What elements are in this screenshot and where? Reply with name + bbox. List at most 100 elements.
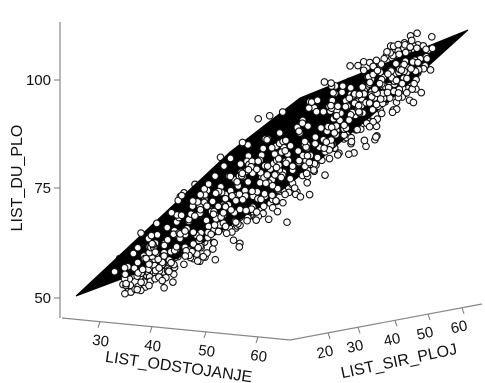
y-tick-mark (357, 327, 361, 334)
data-point (214, 227, 223, 236)
data-point (263, 162, 272, 170)
tick-labels-group: 50 75 100 30 40 50 60 20 30 40 50 60 (26, 72, 469, 366)
data-point (322, 138, 331, 146)
z-tick-label: 50 (34, 290, 51, 307)
data-point (195, 234, 204, 242)
data-point (268, 191, 276, 200)
axes-group (54, 22, 483, 344)
data-point (288, 162, 297, 171)
data-point (281, 146, 290, 155)
data-point (407, 36, 416, 45)
data-point (395, 50, 403, 59)
data-point (260, 189, 269, 198)
y-axis-line (289, 303, 483, 341)
data-point (177, 191, 186, 200)
data-point (311, 133, 320, 141)
y-tick-mark (327, 332, 331, 340)
data-point (345, 94, 354, 103)
data-point (227, 206, 235, 214)
data-point (181, 252, 190, 260)
data-point (406, 43, 415, 51)
data-point (392, 76, 401, 85)
data-point (372, 133, 380, 141)
data-point (300, 137, 309, 146)
data-point (401, 48, 410, 57)
z-axis-label: LIST_DU_PLO (9, 125, 26, 232)
data-point (122, 279, 130, 288)
x-tick-label: 30 (91, 332, 110, 351)
data-point (268, 203, 277, 212)
data-point (142, 254, 150, 263)
data-point (236, 160, 245, 168)
data-point (252, 165, 261, 174)
data-point (208, 245, 217, 253)
data-point (365, 99, 374, 107)
data-point (338, 88, 346, 97)
data-point (353, 125, 362, 134)
data-point (204, 180, 213, 188)
data-point (244, 178, 252, 186)
data-point (172, 242, 181, 251)
data-point (165, 267, 173, 276)
data-point (346, 62, 354, 70)
data-point (346, 83, 355, 92)
data-point (220, 162, 228, 170)
data-point (219, 208, 228, 217)
data-point (312, 107, 321, 116)
data-point (281, 190, 289, 199)
data-point (189, 228, 198, 237)
data-point (120, 263, 129, 272)
data-point (235, 243, 244, 251)
data-point (282, 159, 290, 168)
data-point (360, 136, 369, 145)
data-point (376, 95, 385, 103)
data-point (423, 54, 431, 63)
data-point (232, 196, 240, 205)
data-point (148, 239, 156, 248)
x-tick-mark (149, 326, 153, 333)
data-point (355, 107, 363, 116)
data-point (359, 66, 368, 75)
data-point (226, 154, 235, 163)
data-point (160, 283, 168, 292)
data-point (129, 249, 138, 258)
data-point (345, 116, 353, 124)
data-point (344, 150, 353, 159)
data-point (384, 70, 392, 78)
data-point (151, 248, 160, 256)
y-tick-mark (394, 320, 398, 327)
y-tick-label: 30 (345, 337, 365, 357)
data-point (383, 88, 392, 97)
data-point (121, 289, 129, 298)
data-point (133, 258, 142, 267)
data-point (273, 207, 282, 216)
data-point (375, 79, 384, 88)
data-point (413, 44, 421, 53)
data-point (158, 276, 167, 285)
data-point (275, 129, 284, 137)
data-point (333, 102, 342, 111)
data-point (294, 147, 303, 155)
data-point (305, 190, 314, 199)
data-point (133, 243, 142, 252)
data-point (388, 108, 397, 117)
data-point (295, 127, 303, 136)
data-point (304, 104, 313, 112)
data-point (403, 74, 411, 83)
data-point (264, 215, 273, 224)
data-point (279, 198, 287, 207)
y-tick-label: 50 (415, 324, 435, 344)
data-point (259, 202, 268, 211)
data-point (238, 138, 247, 147)
data-point (407, 64, 415, 73)
data-point (329, 88, 337, 97)
data-point (211, 189, 220, 198)
data-point (207, 230, 215, 239)
data-point (398, 79, 407, 88)
data-point (167, 208, 176, 217)
data-point (221, 194, 230, 203)
data-point (169, 278, 177, 286)
data-point (319, 107, 328, 116)
data-point (320, 144, 328, 153)
